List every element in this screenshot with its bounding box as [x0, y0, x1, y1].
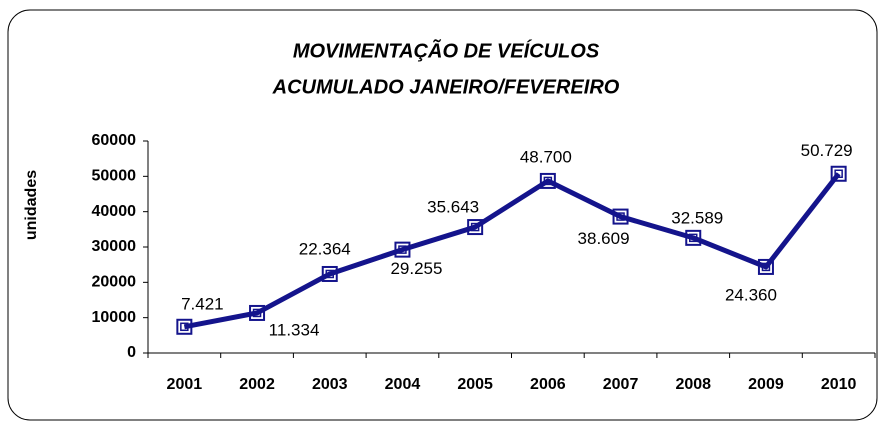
x-tick-label: 2009 — [748, 376, 784, 393]
point-marker — [757, 258, 774, 275]
point-marker — [467, 219, 484, 236]
data-label: 35.643 — [427, 198, 479, 217]
y-axis-label: unidades — [23, 170, 40, 240]
point-marker-inner — [834, 169, 843, 179]
data-label: 22.364 — [299, 239, 351, 258]
x-tick-label: 2006 — [530, 376, 566, 393]
point-marker — [394, 241, 411, 258]
point-marker-inner — [543, 176, 553, 186]
data-label: 11.334 — [269, 320, 320, 339]
y-tick-label: 40000 — [92, 203, 137, 220]
point-marker-inner — [616, 212, 625, 221]
data-label: 38.609 — [578, 229, 630, 248]
x-tick-label: 2008 — [675, 376, 711, 393]
x-tick-label: 2010 — [821, 376, 857, 393]
point-marker-inner — [325, 269, 334, 279]
series-line — [183, 172, 841, 330]
x-tick-label: 2003 — [312, 376, 348, 393]
point-marker — [612, 208, 629, 225]
point-marker-inner — [398, 245, 407, 254]
data-label: 48.700 — [520, 147, 572, 166]
point-marker-inner — [470, 222, 480, 232]
x-tick-label: 2004 — [385, 376, 421, 393]
point-marker — [176, 318, 193, 335]
y-tick-label: 60000 — [92, 132, 137, 149]
x-tick-label: 2007 — [603, 376, 639, 393]
y-tick-label: 10000 — [92, 309, 137, 326]
point-marker-inner — [252, 308, 262, 318]
data-label: 32.589 — [671, 208, 723, 227]
point-marker — [249, 304, 266, 321]
y-tick-label: 20000 — [92, 274, 137, 291]
data-label: 29.255 — [390, 259, 442, 278]
x-tick-label: 2001 — [167, 376, 203, 393]
data-label: 24.360 — [725, 285, 777, 304]
point-marker — [685, 229, 702, 246]
point-marker-inner — [689, 233, 698, 243]
data-label: 50.729 — [801, 141, 853, 160]
y-tick-label: 30000 — [92, 238, 137, 255]
chart-title: MOVIMENTAÇÃO DE VEÍCULOS — [293, 39, 600, 62]
chart-subtitle: ACUMULADO JANEIRO/FEVEREIRO — [272, 76, 620, 98]
point-marker-inner — [180, 322, 189, 332]
point-marker-inner — [761, 262, 771, 272]
y-tick-label: 0 — [127, 344, 136, 361]
point-marker — [830, 165, 847, 182]
y-tick-label: 50000 — [92, 168, 137, 185]
point-marker — [321, 265, 338, 282]
x-tick-label: 2005 — [457, 376, 493, 393]
data-label: 7.421 — [181, 294, 224, 313]
point-marker — [539, 172, 556, 189]
x-tick-label: 2002 — [239, 376, 275, 393]
